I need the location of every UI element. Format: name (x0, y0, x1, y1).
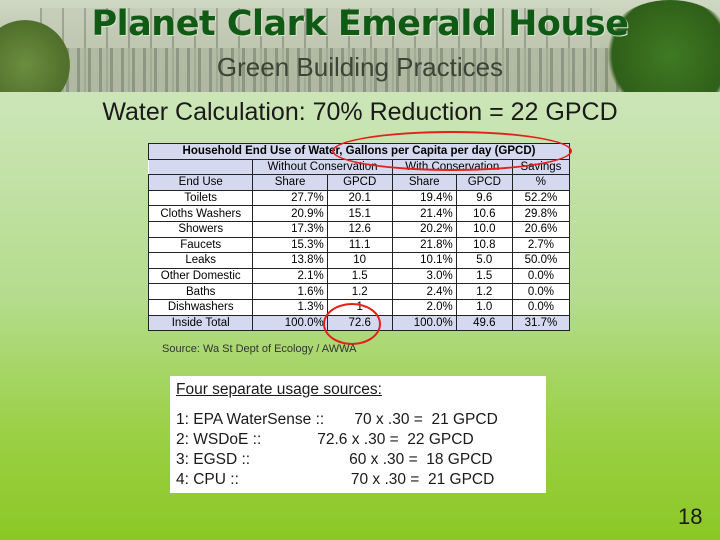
table-cell: 17.3% (252, 220, 328, 238)
slide-title: Planet Clark Emerald House (91, 4, 629, 44)
table-cell: 1.2 (326, 283, 393, 300)
slide-heading: Water Calculation: 70% Reduction = 22 GP… (102, 98, 618, 126)
table-cell: 10 (326, 252, 393, 269)
table-cell: 20.9% (252, 205, 328, 222)
table-row: Other Domestic 2.1% 1.5 3.0% 1.5 0.0% (147, 267, 571, 285)
table-cell: 50.0% (511, 252, 571, 269)
table-cell: 2.4% (391, 283, 457, 300)
tree-graphic-right (600, 0, 720, 92)
usage-sources-box: Four separate usage sources: 1: EPA Wate… (170, 376, 546, 493)
table-cell: Dishwashers (147, 298, 254, 316)
table-cell: Cloths Washers (147, 205, 254, 222)
column-header: GPCD (455, 174, 513, 191)
source-note: Source: Wa St Dept of Ecology / AWWA (162, 343, 357, 355)
column-header: Share (391, 174, 457, 191)
table-cell: 27.7% (252, 189, 328, 207)
table-cell: 20.1 (326, 189, 393, 207)
table-cell: 1.5 (326, 267, 393, 285)
table-cell: Showers (147, 220, 254, 238)
table-cell: 12.6 (326, 220, 393, 238)
table-cell: 21.8% (391, 236, 457, 254)
column-header: % (511, 174, 571, 191)
table-cell: 100.0% (252, 314, 328, 332)
column-header: End Use (147, 174, 254, 191)
water-use-table-container: Household End Use of Water, Gallons per … (147, 143, 571, 332)
table-row: Cloths Washers 20.9% 15.1 21.4% 10.6 29.8% (147, 205, 571, 222)
table-cell: 5.0 (455, 252, 513, 269)
water-use-table: Household End Use of Water, Gallons per … (147, 143, 571, 332)
table-row: Dishwashers 1.3% 1 2.0% 1.0 0.0% (147, 298, 571, 316)
slide-subtitle: Green Building Practices (216, 52, 504, 82)
table-cell: 9.6 (455, 189, 513, 207)
table-cell: 0.0% (511, 267, 571, 285)
column-header: GPCD (326, 174, 393, 191)
table-cell: 1.5 (455, 267, 513, 285)
table-row: Baths 1.6% 1.2 2.4% 1.2 0.0% (147, 283, 571, 300)
table-cell: Inside Total (147, 314, 254, 332)
table-cell: 11.1 (326, 236, 393, 254)
table-cell: Other Domestic (147, 267, 254, 285)
usage-line: 3: EGSD :: 60 x .30 = 18 GPCD (176, 451, 493, 468)
table-cell: 3.0% (391, 267, 457, 285)
table-cell: 21.4% (391, 205, 457, 222)
table-cell: 19.4% (391, 189, 457, 207)
page-number: 18 (678, 504, 703, 529)
table-cell: 15.1 (326, 205, 393, 222)
table-cell: 20.2% (391, 220, 457, 238)
table-cell: 15.3% (252, 236, 328, 254)
table-header-blank (148, 159, 253, 175)
table-row: Leaks 13.8% 10 10.1% 5.0 50.0% (147, 252, 571, 269)
usage-line: 2: WSDoE :: 72.6 x .30 = 22 GPCD (176, 431, 474, 448)
table-row: Faucets 15.3% 11.1 21.8% 10.8 2.7% (147, 236, 571, 254)
table-cell: 2.0% (391, 298, 457, 316)
table-cell: 1.6% (252, 283, 328, 300)
usage-line: 4: CPU :: 70 x .30 = 21 GPCD (176, 471, 495, 488)
table-cell: 49.6 (455, 314, 513, 332)
header-banner-photo: Planet Clark Emerald House Green Buildin… (0, 0, 720, 92)
table-cell: 1.3% (252, 298, 328, 316)
table-cell: Leaks (147, 252, 254, 269)
usage-sources-title: Four separate usage sources: (176, 381, 382, 398)
table-cell: 2.7% (511, 236, 571, 254)
column-header: Share (252, 174, 328, 191)
table-cell: Toilets (147, 189, 254, 207)
annotation-circle-gpcd-header (332, 131, 572, 171)
table-cell: 100.0% (391, 314, 457, 332)
table-cell: 20.6% (511, 220, 571, 238)
table-cell: 2.1% (252, 267, 328, 285)
table-cell: Faucets (147, 236, 254, 254)
table-cell: Baths (147, 283, 254, 300)
table-cell: 31.7% (511, 314, 571, 332)
table-cell: 0.0% (511, 283, 571, 300)
table-cell: 1.2 (455, 283, 513, 300)
usage-line: 1: EPA WaterSense :: 70 x .30 = 21 GPCD (176, 411, 498, 428)
table-body: Toilets 27.7% 20.1 19.4% 9.6 52.2% Cloths Wash… (147, 189, 571, 332)
table-cell: 10.1% (391, 252, 457, 269)
table-cell: 1.0 (455, 298, 513, 316)
table-cell: 10.0 (455, 220, 513, 238)
table-cell: 13.8% (252, 252, 328, 269)
table-cell: 52.2% (511, 189, 571, 207)
table-cell: 10.6 (455, 205, 513, 222)
table-cell: 0.0% (511, 298, 571, 316)
table-cell: 10.8 (455, 236, 513, 254)
table-cell: 29.8% (511, 205, 571, 222)
annotation-circle-inside-total (323, 303, 381, 345)
table-row: Toilets 27.7% 20.1 19.4% 9.6 52.2% (147, 189, 571, 207)
table-row: Showers 17.3% 12.6 20.2% 10.0 20.6% (147, 220, 571, 238)
